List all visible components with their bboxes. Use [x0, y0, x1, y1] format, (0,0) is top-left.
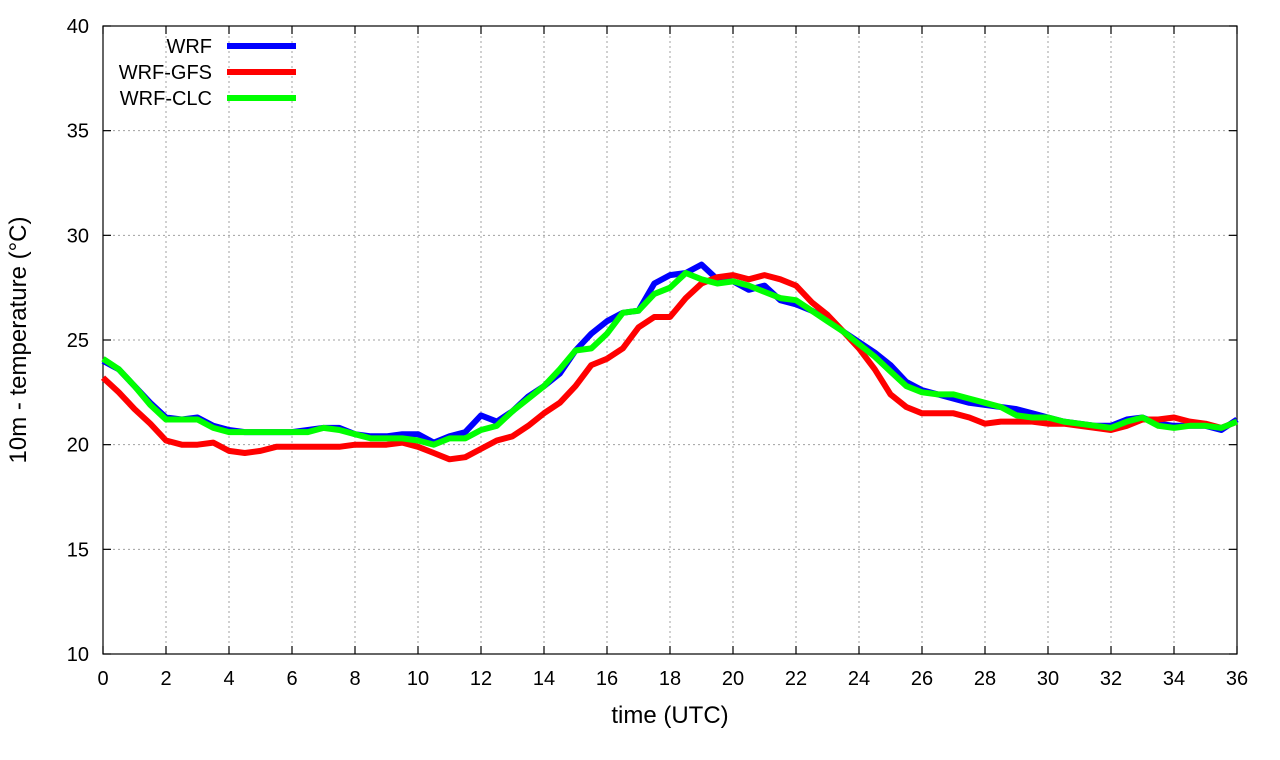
y-tick-label: 20 [67, 435, 89, 457]
x-tick-label: 20 [722, 668, 744, 690]
legend: WRF WRF-GFS WRF-CLC [119, 36, 296, 110]
y-tick-label: 30 [67, 225, 89, 247]
series-line-wrf-clc [101, 270, 1239, 448]
x-tick-label: 28 [974, 668, 996, 690]
y-tick-label: 25 [67, 330, 89, 352]
x-tick-label: 8 [349, 668, 360, 690]
plot-frame [102, 25, 1238, 655]
x-tick-label: 6 [286, 668, 297, 690]
x-tick-label: 18 [659, 668, 681, 690]
x-tick-label: 26 [911, 668, 933, 690]
x-tick-label: 30 [1037, 668, 1059, 690]
x-tick-label: 34 [1163, 668, 1185, 690]
legend-label: WRF [166, 36, 212, 58]
x-tick-label: 16 [596, 668, 618, 690]
x-axis-title: time (UTC) [611, 702, 728, 729]
legend-label: WRF-CLC [120, 88, 212, 110]
axis-ticks: 0 2 4 6 8 10 12 14 16 18 20 22 24 26 28 30 32 34 361015202… [67, 16, 1248, 690]
x-tick-label: 0 [97, 668, 108, 690]
legend-label: WRF-GFS [119, 62, 212, 84]
y-tick-label: 40 [67, 16, 89, 38]
x-tick-label: 12 [470, 668, 492, 690]
series-lines [100, 261, 1239, 463]
y-tick-label: 10 [67, 644, 89, 666]
x-tick-label: 24 [848, 668, 870, 690]
y-axis-title: 10m - temperature (°C) [5, 217, 32, 464]
x-tick-label: 2 [160, 668, 171, 690]
x-tick-label: 10 [407, 668, 429, 690]
y-tick-label: 15 [67, 539, 89, 561]
series-line-wrf-gfs [100, 272, 1239, 463]
x-tick-label: 14 [533, 668, 555, 690]
x-tick-label: 36 [1226, 668, 1248, 690]
x-tick-label: 22 [785, 668, 807, 690]
y-tick-label: 35 [67, 121, 89, 143]
grid [103, 26, 1237, 654]
x-tick-label: 4 [223, 668, 234, 690]
x-tick-label: 32 [1100, 668, 1122, 690]
